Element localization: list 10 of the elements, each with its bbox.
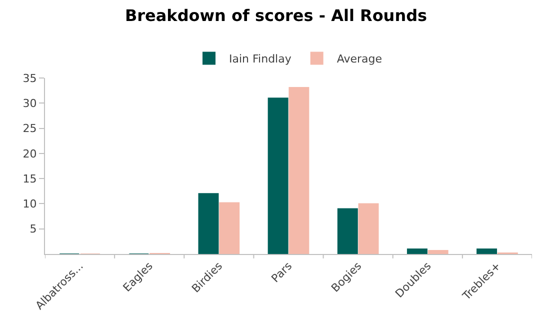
legend-label: Average [336, 52, 382, 66]
y-tick-label: 5 [30, 222, 37, 236]
chart-title: Breakdown of scores - All Rounds [124, 6, 428, 26]
y-tick-label: 10 [22, 198, 37, 211]
y-tick-label: 15 [22, 172, 37, 186]
y-tick-label: 35 [22, 72, 37, 85]
y-tick-label: 30 [22, 96, 37, 110]
y-tick-label: 20 [22, 147, 37, 160]
legend-label: Iain Findlay [229, 52, 292, 66]
y-tick-label: 25 [22, 122, 37, 136]
